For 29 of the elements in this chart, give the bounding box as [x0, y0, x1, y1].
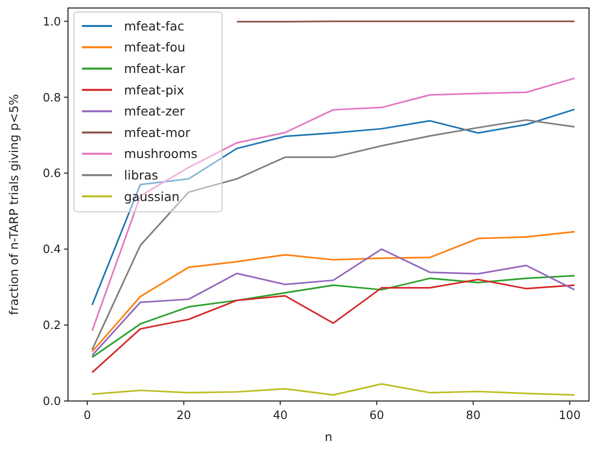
x-tick-label: 100: [558, 408, 581, 422]
line-series: [91, 274, 576, 358]
legend-label: mfeat-zer: [124, 104, 186, 119]
legend-label: mfeat-fac: [124, 18, 184, 34]
line-series: [91, 383, 576, 396]
line-series: [91, 230, 576, 352]
y-tick-label: 0.4: [42, 242, 61, 256]
x-tick-label: 20: [176, 408, 192, 422]
x-axis-title: n: [324, 430, 332, 444]
line-series: [91, 278, 576, 374]
x-tick-label: 80: [466, 408, 481, 422]
legend-label: mfeat-mor: [124, 124, 192, 140]
legend-label: mfeat-pix: [124, 82, 184, 98]
legend-label: mfeat-kar: [124, 60, 186, 76]
x-tick-label: 60: [369, 408, 384, 422]
y-axis-title: fraction of n-TARP trials giving p<5%: [7, 94, 21, 315]
line-series: [91, 248, 576, 356]
x-tick-label: 0: [84, 408, 91, 422]
line-series: [91, 119, 576, 351]
y-tick-label: 0.8: [42, 90, 61, 104]
y-tick-label: 0.0: [42, 394, 61, 408]
legend-label: libras: [124, 167, 158, 182]
line-series: [91, 77, 576, 332]
x-tick-label: 40: [272, 408, 288, 422]
legend-label: mfeat-fou: [124, 40, 186, 55]
y-tick-label: 1.0: [42, 14, 61, 28]
y-tick-label: 0.2: [42, 318, 61, 332]
y-tick-label: 0.6: [42, 166, 61, 180]
legend-label: mushrooms: [124, 146, 198, 162]
